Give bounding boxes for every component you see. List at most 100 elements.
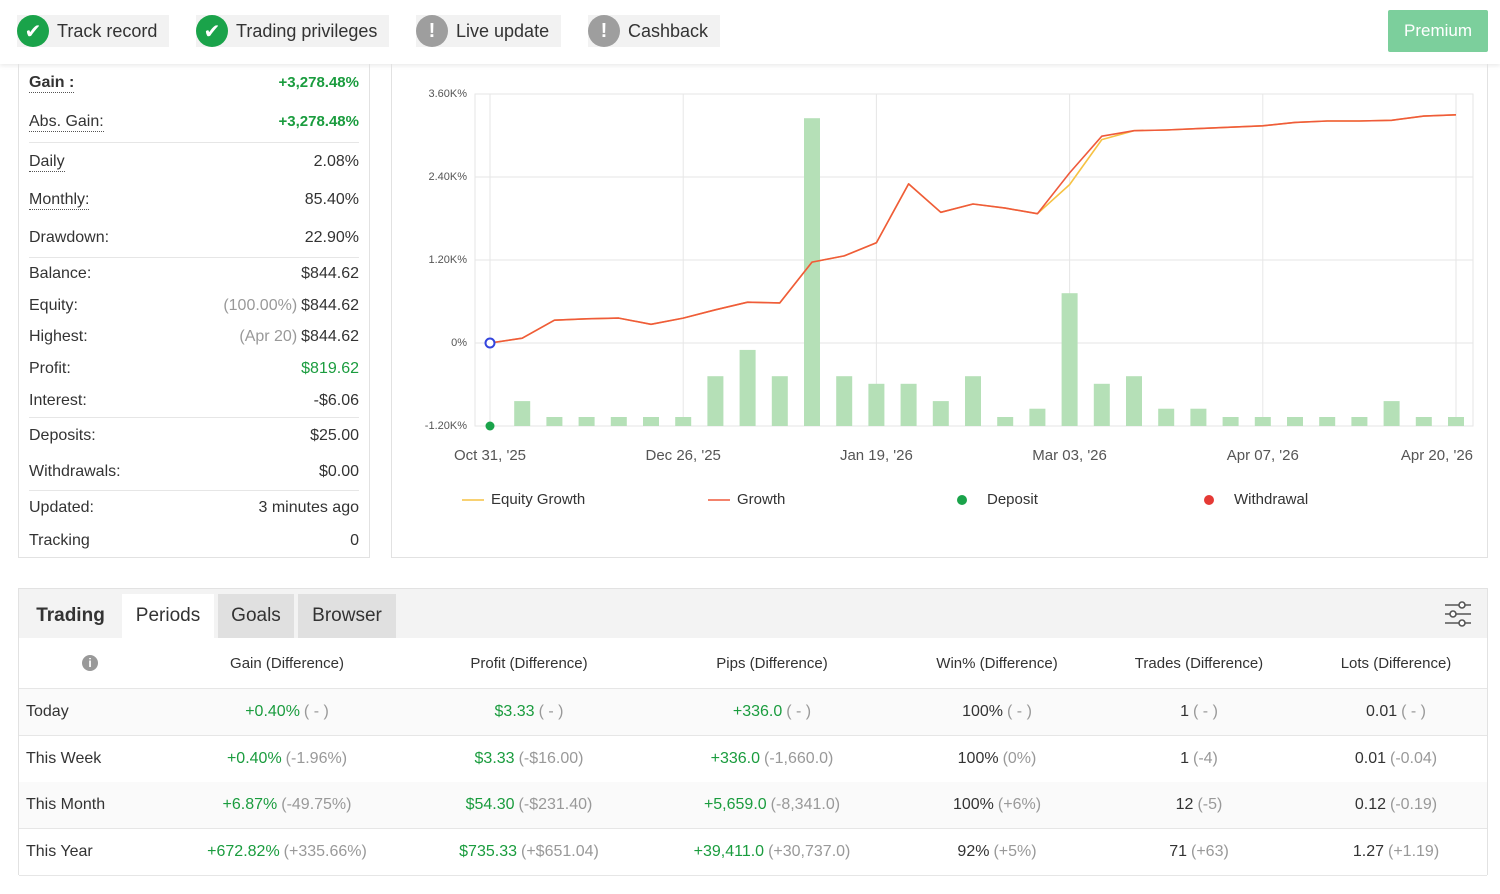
bar: [1319, 417, 1335, 426]
bar: [1223, 417, 1239, 426]
stat-note: (100.00%): [223, 297, 297, 314]
legend-label: Deposit: [987, 491, 1039, 508]
y-tick-label: 1.20K%: [428, 254, 467, 266]
tab[interactable]: Periods: [122, 594, 214, 638]
settings-icon[interactable]: [1443, 600, 1473, 628]
cell-value: +39,411.0: [694, 843, 764, 861]
bar: [1094, 384, 1110, 426]
column-header: Trades (Difference): [1084, 638, 1314, 688]
table-row: This Year+672.82%(+335.66%)$735.33(+$651…: [19, 829, 1487, 876]
cell-value: 71: [1169, 843, 1187, 861]
table-cell: $735.33(+$651.04): [414, 829, 644, 875]
stat-value: -$6.06: [314, 392, 359, 409]
bar: [546, 417, 562, 426]
legend-label: Growth: [737, 491, 785, 508]
table-cell: $3.33( - ): [414, 689, 644, 735]
bar: [643, 417, 659, 426]
stat-value-wrap: $844.62: [301, 265, 359, 283]
bar: [1416, 417, 1432, 426]
badge-label: Live update: [456, 21, 549, 42]
stat-value: 85.40%: [305, 191, 359, 208]
stat-label: Updated:: [29, 499, 94, 517]
tab[interactable]: Goals: [218, 594, 294, 638]
stat-value-wrap: +3,278.48%: [279, 113, 360, 132]
y-tick-label: -1.20K%: [425, 420, 467, 432]
line-series: [490, 115, 1456, 343]
y-tick-label: 3.60K%: [428, 88, 467, 100]
cell-diff: ( - ): [1007, 703, 1032, 721]
column-header: Profit (Difference): [414, 638, 644, 688]
stat-value: 0: [350, 532, 359, 549]
cell-diff: (-8,341.0): [771, 796, 840, 814]
stat-value-wrap: +3,278.48%: [279, 74, 360, 93]
y-tick-label: 0%: [451, 337, 467, 349]
bar: [579, 417, 595, 426]
bar: [740, 350, 756, 426]
stat-value: +3,278.48%: [279, 74, 360, 91]
cell-value: 0.12: [1355, 796, 1386, 814]
table-cell: +0.40%(-1.96%): [172, 736, 402, 782]
cell-value: +0.40%: [245, 703, 300, 721]
x-tick-label: Apr 07, '26: [1227, 447, 1299, 464]
stat-row: Drawdown:22.90%: [29, 229, 359, 247]
stat-label: Daily: [29, 153, 65, 172]
cell-value: 100%: [958, 750, 999, 768]
cell-diff: (-1,660.0): [764, 750, 833, 768]
stat-value-wrap: 0: [350, 532, 359, 550]
cell-value: +5,659.0: [704, 796, 767, 814]
cell-diff: (0%): [1003, 750, 1037, 768]
bar: [868, 384, 884, 426]
badge[interactable]: ✔Track record: [17, 15, 169, 47]
warning-icon: !: [588, 15, 620, 47]
cell-value: +336.0: [733, 703, 782, 721]
stat-value: 22.90%: [305, 229, 359, 246]
stat-value-wrap: $25.00: [310, 427, 359, 445]
cell-value: 1: [1180, 750, 1189, 768]
cell-value: 1: [1180, 703, 1189, 721]
stat-row: Interest:-$6.06: [29, 392, 359, 410]
table-cell: 71(+63): [1084, 829, 1314, 875]
table-cell: 92%(+5%): [882, 829, 1112, 875]
x-tick-label: Dec 26, '25: [645, 447, 720, 464]
badge[interactable]: !Cashback: [588, 15, 720, 47]
badge[interactable]: ✔Trading privileges: [196, 15, 389, 47]
cell-value: 92%: [957, 843, 989, 861]
stat-value-wrap: 22.90%: [305, 229, 359, 247]
column-header: Gain (Difference): [172, 638, 402, 688]
start-marker: [486, 339, 495, 348]
table-row: This Month+6.87%(-49.75%)$54.30(-$231.40…: [19, 782, 1487, 829]
stat-label: Highest:: [29, 328, 88, 346]
stat-row: Balance:$844.62: [29, 265, 359, 283]
stats-panel: Gain :+3,278.48%Abs. Gain:+3,278.48%Dail…: [18, 64, 370, 558]
cell-diff: ( - ): [1193, 703, 1218, 721]
stats-group: Updated:3 minutes agoTracking0: [29, 491, 359, 557]
cell-value: 100%: [953, 796, 994, 814]
table-cell: +336.0(-1,660.0): [657, 736, 887, 782]
stat-value: +3,278.48%: [279, 113, 360, 130]
line-series: [490, 115, 1456, 343]
bar: [1029, 409, 1045, 426]
tab[interactable]: Browser: [298, 594, 396, 638]
chart: -1.20K%0%1.20K%2.40K%3.60K%Oct 31, '25De…: [391, 64, 1488, 558]
stat-value-wrap: 2.08%: [314, 153, 359, 172]
stat-label: Tracking: [29, 532, 90, 550]
cell-diff: (-$16.00): [519, 750, 584, 768]
cell-value: 12: [1176, 796, 1194, 814]
stat-value: $819.62: [301, 360, 359, 377]
tab[interactable]: Trading: [19, 594, 122, 638]
bar: [804, 118, 820, 426]
bar: [1448, 417, 1464, 426]
stats-group: Balance:$844.62 Equity:(100.00%)$844.62 Hi…: [29, 258, 359, 418]
stat-label: Gain :: [29, 74, 74, 93]
stat-row: Monthly:85.40%: [29, 191, 359, 210]
stat-row: Withdrawals:$0.00: [29, 463, 359, 481]
cell-diff: (-1.96%): [286, 750, 347, 768]
badge[interactable]: !Live update: [416, 15, 561, 47]
stat-row: Equity:(100.00%)$844.62: [29, 297, 359, 315]
stats-group: Gain :+3,278.48%Abs. Gain:+3,278.48%: [29, 64, 359, 143]
bar: [1126, 376, 1142, 426]
bar: [965, 376, 981, 426]
column-header: Win% (Difference): [882, 638, 1112, 688]
table-cell: $54.30(-$231.40): [414, 782, 644, 828]
premium-button[interactable]: Premium: [1388, 10, 1488, 52]
